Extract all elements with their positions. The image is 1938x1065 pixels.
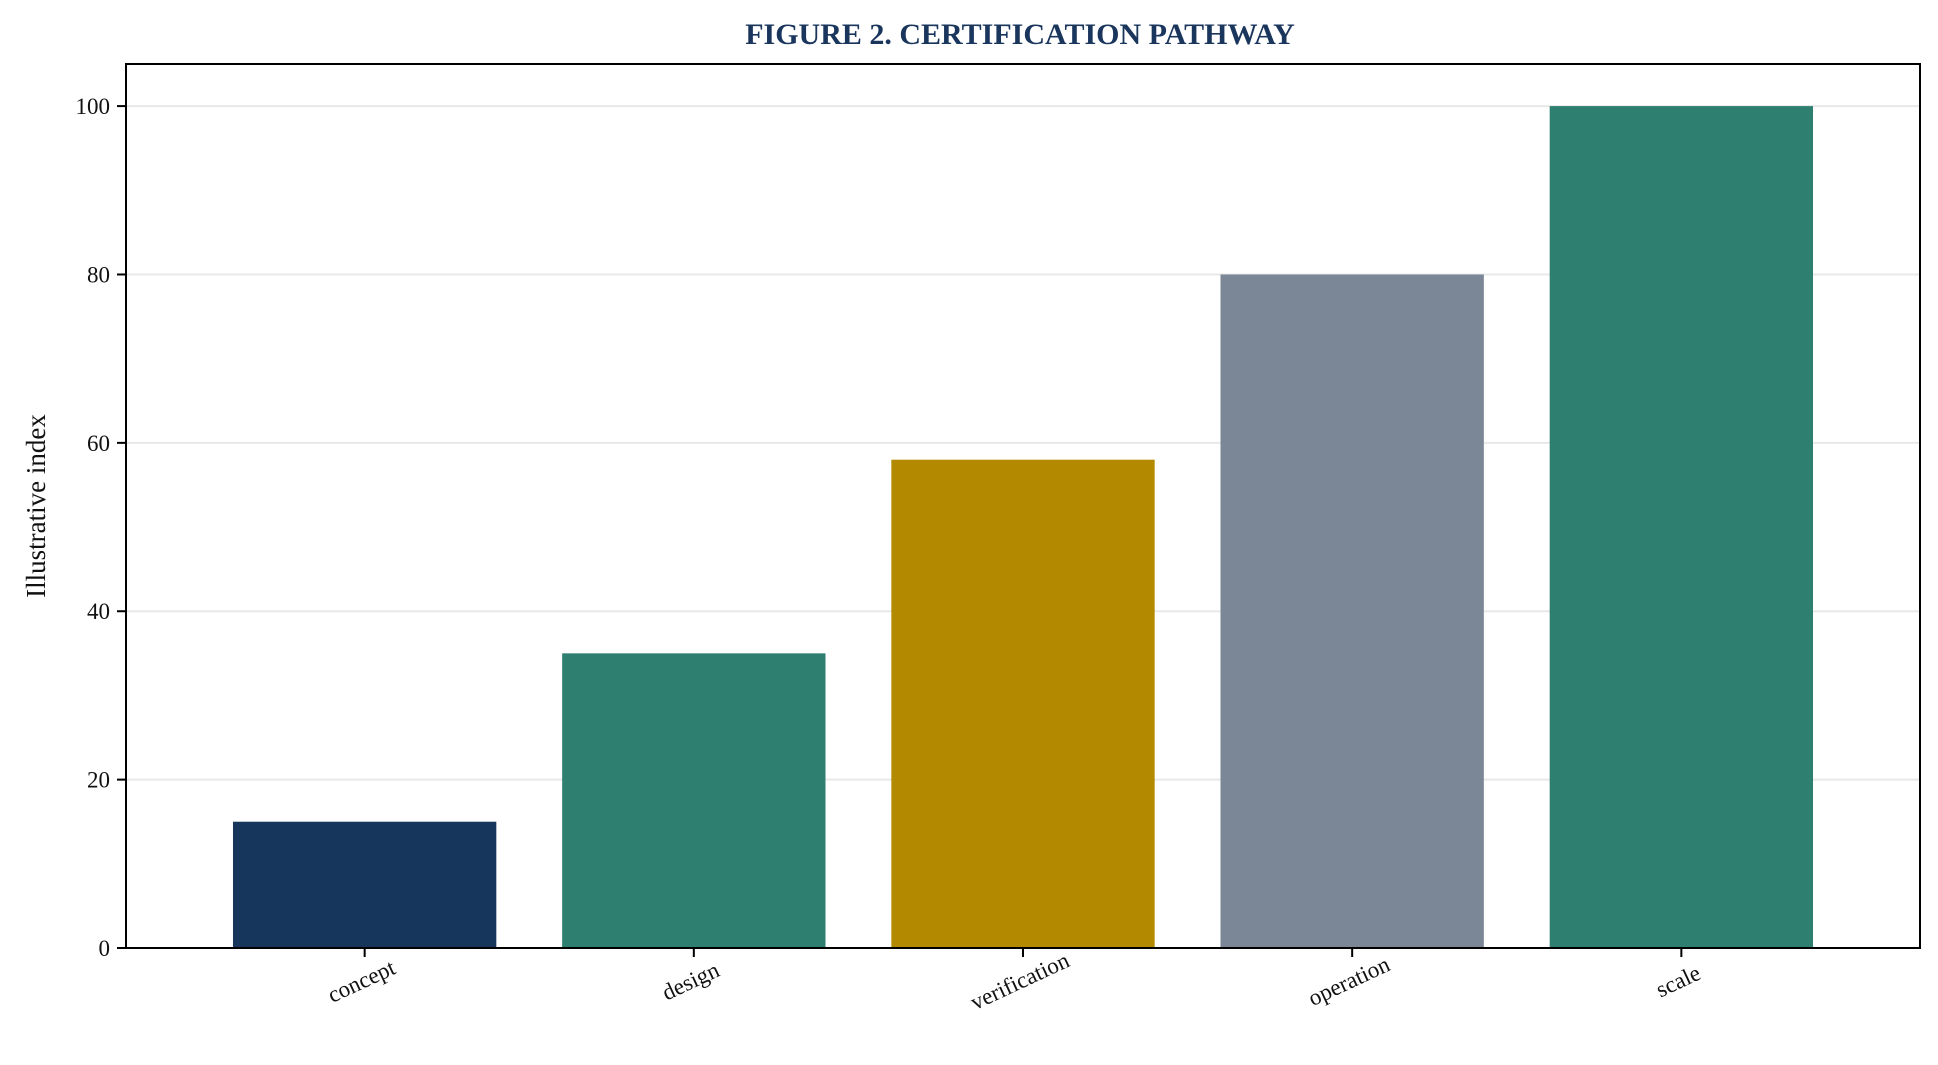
y-tick-label: 80: [87, 262, 110, 287]
y-tick-label: 0: [99, 936, 111, 961]
x-tick-label-concept: concept: [324, 955, 400, 1008]
y-tick-label: 100: [76, 94, 111, 119]
x-tick-label-design: design: [658, 957, 723, 1005]
bar-operation: [1220, 274, 1484, 948]
x-tick-label-verification: verification: [967, 947, 1074, 1015]
bar-verification: [891, 459, 1155, 948]
x-tick-label-scale: scale: [1652, 960, 1704, 1002]
bar-scale: [1549, 106, 1814, 949]
chart-title: FIGURE 2. CERTIFICATION PATHWAY: [745, 18, 1295, 51]
bars-layer: [232, 106, 1814, 949]
y-tick-label: 20: [87, 768, 110, 793]
y-tick-label: 40: [87, 599, 110, 624]
x-tick-label-operation: operation: [1304, 951, 1394, 1011]
y-axis: 0 20 40 60 80 100: [76, 94, 126, 961]
bar-concept: [232, 821, 497, 948]
bar-design: [562, 653, 826, 948]
x-axis: concept design verification operation scale: [324, 947, 1705, 1015]
y-tick-label: 60: [87, 431, 110, 456]
y-axis-label: Illustrative index: [21, 414, 51, 598]
